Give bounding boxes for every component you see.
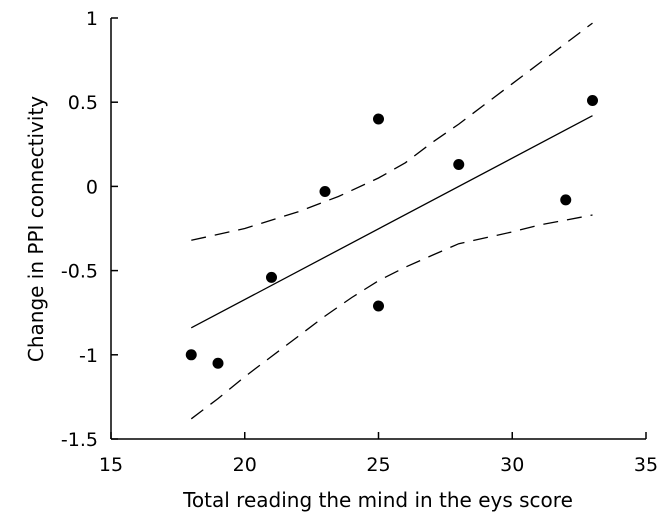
data-points: [185, 95, 598, 369]
y-tick-label: 1: [86, 8, 98, 30]
x-tick-label: 25: [366, 454, 390, 476]
y-tick-label: 0: [86, 176, 98, 198]
x-axis-title: Total reading the mind in the eys score: [182, 488, 573, 512]
data-point: [373, 300, 384, 312]
axes: 15 20 25 30 35 1 0.5 0 -0.5 -1 -1.5: [61, 8, 658, 476]
y-tick-label: -1: [79, 345, 98, 367]
y-tick-label: 0.5: [68, 92, 98, 114]
x-tick-label: 15: [99, 454, 123, 476]
data-point: [319, 185, 331, 197]
ci-lower-band: [190, 214, 593, 420]
y-axis-title: Change in PPI connectivity: [24, 96, 48, 362]
y-tick-label: -1.5: [61, 429, 98, 451]
confidence-bands: [190, 22, 593, 420]
data-point: [587, 95, 598, 107]
x-tick-label: 20: [233, 454, 257, 476]
ci-upper-band: [191, 22, 593, 241]
x-tick-label: 35: [634, 454, 658, 476]
data-point: [373, 113, 384, 125]
x-tick-label: 30: [500, 454, 524, 476]
data-point: [185, 349, 197, 361]
data-point: [212, 357, 224, 369]
regression-line-group: [190, 115, 593, 329]
y-tick-label: -0.5: [61, 261, 98, 283]
regression-line: [190, 115, 593, 329]
data-point: [266, 271, 277, 283]
data-point: [453, 159, 465, 171]
data-point: [560, 194, 572, 206]
